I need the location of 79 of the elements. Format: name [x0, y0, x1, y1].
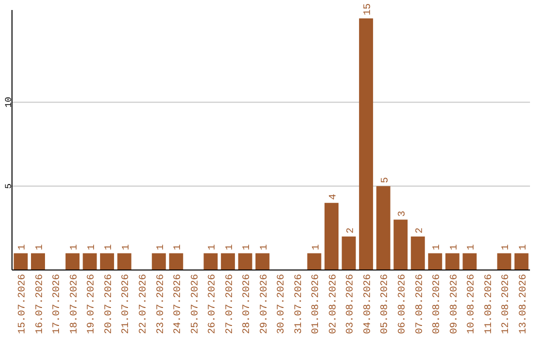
- x-tick-label: 06.08.2026: [398, 274, 408, 334]
- data-label: 15: [363, 3, 374, 16]
- x-tick-label: 08.08.2026: [432, 274, 444, 334]
- x-tick-label: 22.07.2026: [138, 274, 150, 334]
- x-tick-label: 28.07.2026: [242, 274, 254, 334]
- x-tick-label: 23.07.2026: [156, 274, 167, 334]
- bar: [394, 220, 408, 270]
- data-label: 1: [224, 244, 236, 250]
- data-label: 1: [86, 244, 98, 250]
- x-tick-label: 03.08.2026: [346, 274, 357, 334]
- bar: [238, 253, 252, 270]
- bar: [117, 253, 132, 270]
- x-tick-label: 04.08.2026: [362, 274, 374, 334]
- bar: [152, 253, 166, 270]
- x-tick-label: 12.08.2026: [501, 274, 512, 334]
- bar: [410, 236, 425, 270]
- bar: [376, 186, 390, 270]
- x-tick-label: 21.07.2026: [121, 274, 132, 334]
- bar: [169, 253, 184, 270]
- data-label: 2: [414, 227, 426, 234]
- bar: [428, 253, 442, 270]
- bar: [324, 202, 339, 270]
- x-tick-label: 01.08.2026: [311, 274, 322, 334]
- x-tick-label: 10.08.2026: [466, 274, 478, 334]
- bar: [462, 253, 477, 270]
- x-tick-label: 05.08.2026: [380, 274, 392, 334]
- data-label: 4: [328, 194, 340, 200]
- x-tick-label: 20.07.2026: [104, 274, 115, 334]
- x-tick-label: 24.07.2026: [173, 274, 184, 334]
- x-tick-label: 17.07.2026: [52, 274, 64, 334]
- data-label: 2: [346, 227, 357, 234]
- x-tick-label: 27.07.2026: [224, 274, 236, 334]
- bar: [220, 253, 235, 270]
- x-tick-label: 16.07.2026: [34, 274, 46, 334]
- data-label: 1: [501, 244, 512, 250]
- x-tick-label: 13.08.2026: [518, 274, 530, 334]
- data-label: 1: [173, 244, 184, 250]
- bar: [66, 253, 80, 270]
- data-label: 1: [242, 244, 254, 250]
- bar: [307, 253, 322, 270]
- x-tick-label: 15.07.2026: [18, 274, 29, 334]
- bar: [204, 253, 218, 270]
- x-tick-label: 09.08.2026: [449, 274, 460, 334]
- data-label: 1: [156, 244, 167, 250]
- bar: [14, 253, 28, 270]
- data-label: 1: [34, 244, 46, 250]
- data-label: 1: [259, 244, 270, 250]
- bar: [497, 253, 512, 270]
- x-tick-label: 02.08.2026: [328, 274, 340, 334]
- y-tick-label: 10: [4, 96, 14, 108]
- bar: [30, 253, 45, 270]
- data-label: 1: [432, 244, 444, 250]
- bar: [514, 253, 528, 270]
- data-label: 1: [104, 244, 116, 250]
- data-label: 1: [466, 244, 478, 250]
- data-label: 1: [70, 244, 81, 250]
- bar: [100, 253, 114, 270]
- bar: [255, 253, 270, 270]
- data-label: 1: [121, 244, 132, 250]
- x-tick-label: 11.08.2026: [484, 274, 495, 334]
- data-label: 1: [208, 244, 219, 250]
- x-tick-label: 30.07.2026: [276, 274, 288, 334]
- x-tick-label: 07.08.2026: [414, 274, 426, 334]
- data-label: 1: [518, 244, 530, 250]
- x-tick-label: 19.07.2026: [86, 274, 98, 334]
- data-label: 1: [449, 244, 460, 250]
- x-tick-label: 31.07.2026: [294, 274, 305, 334]
- x-tick-label: 18.07.2026: [69, 274, 80, 334]
- data-label: 1: [311, 244, 322, 250]
- bar: [359, 18, 374, 270]
- data-label: 5: [380, 177, 392, 184]
- bar: [342, 236, 356, 270]
- bar: [445, 253, 460, 270]
- bar: [82, 253, 97, 270]
- data-label: 1: [18, 244, 29, 250]
- x-tick-label: 26.07.2026: [208, 274, 219, 334]
- data-label: 3: [398, 210, 409, 217]
- x-tick-label: 25.07.2026: [190, 274, 202, 334]
- x-tick-label: 29.07.2026: [259, 274, 270, 334]
